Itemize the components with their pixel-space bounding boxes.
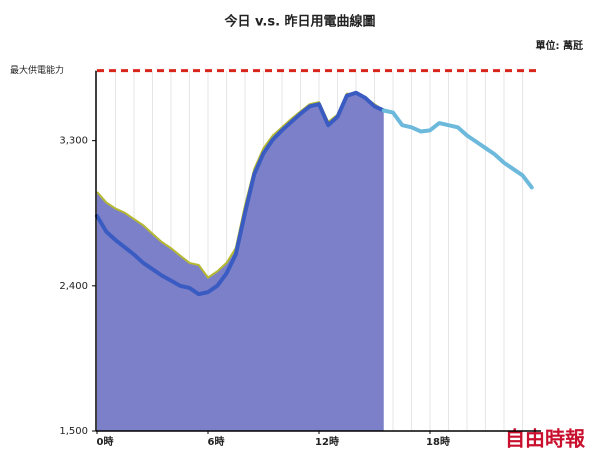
- y-tick-label: 1,500: [59, 426, 88, 437]
- watermark: 自由時報: [505, 427, 586, 451]
- line: [95, 90, 386, 297]
- line: [381, 108, 534, 190]
- y-tick-label: 2,400: [59, 281, 88, 292]
- x-tick-label: 0時: [97, 435, 114, 448]
- y-tick-label: 3,300: [59, 136, 88, 147]
- area: [97, 93, 384, 431]
- x-tick-label: 18時: [426, 435, 450, 448]
- x-tick-label: 12時: [315, 435, 339, 448]
- chart-title: 今日 v.s. 昨日用電曲線圖: [223, 14, 375, 30]
- max-capacity-label: 最大供電能力: [10, 64, 64, 76]
- x-tick-label: 6時: [208, 435, 225, 448]
- unit-label: 單位: 萬瓩: [536, 39, 583, 52]
